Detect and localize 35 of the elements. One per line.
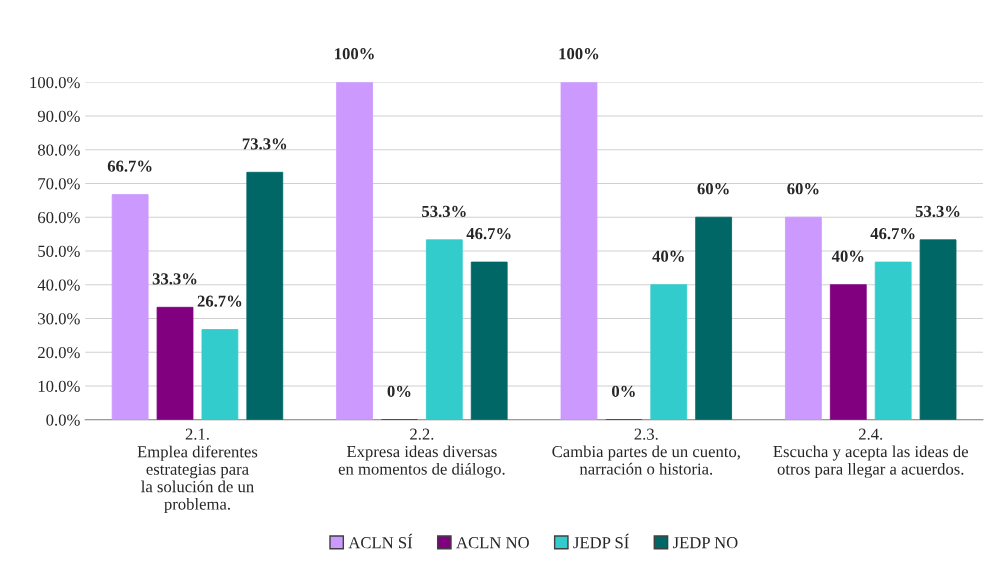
y-tick-label: 20.0% [38, 346, 80, 359]
x-tick-label: 2.3. Cambia partes de un cuento, narración o historia. [552, 428, 740, 475]
data-label: 0% [387, 385, 411, 397]
data-label: 60% [787, 183, 819, 195]
y-tick-label: 30.0% [38, 313, 80, 325]
legend-label: JEDP NO [672, 537, 738, 549]
y-tick-label: 90.0% [37, 110, 80, 122]
data-label: 60% [697, 183, 729, 195]
y-tick-label: 70.0% [38, 178, 80, 190]
data-label: 40% [831, 250, 864, 262]
y-tick-label: 10.0% [38, 380, 80, 392]
x-tick-label: 2.4. Escucha y acepta las ideas de otros para llegar a acuerdos. [773, 428, 969, 479]
data-label: 46.7% [466, 228, 511, 240]
data-label: 0% [612, 385, 635, 397]
legend-label: JEDP SÍ [573, 533, 629, 549]
data-label: 46.7% [870, 228, 915, 240]
data-label: 73.3% [242, 138, 287, 150]
data-label: 53.3% [915, 205, 960, 218]
data-label: 33.3% [152, 273, 197, 285]
y-tick-label: 80.0% [37, 144, 80, 156]
data-label: 53.3% [422, 205, 466, 218]
legend-label: ACLN NO [456, 537, 529, 549]
data-label: 100% [559, 48, 599, 60]
x-tick-label: 2.2. Expresa ideas diversas en momentos de diálogo. [338, 428, 505, 479]
y-tick-label: 0.0% [46, 414, 80, 426]
data-label: 66.7% [107, 160, 152, 172]
y-tick-label: 50.0% [38, 245, 80, 257]
data-label: 26.7% [197, 295, 242, 307]
y-tick-label: 60.0% [38, 211, 80, 224]
legend-label: ACLN SÍ [348, 533, 413, 549]
data-label: 100% [335, 48, 374, 60]
data-label: 40% [652, 250, 684, 262]
y-tick-label: 100.0% [30, 76, 80, 89]
x-tick-label: 2.1. Emplea diferentes estrategias para la solución de un problema. [137, 428, 258, 514]
y-tick-label: 40.0% [37, 279, 80, 291]
